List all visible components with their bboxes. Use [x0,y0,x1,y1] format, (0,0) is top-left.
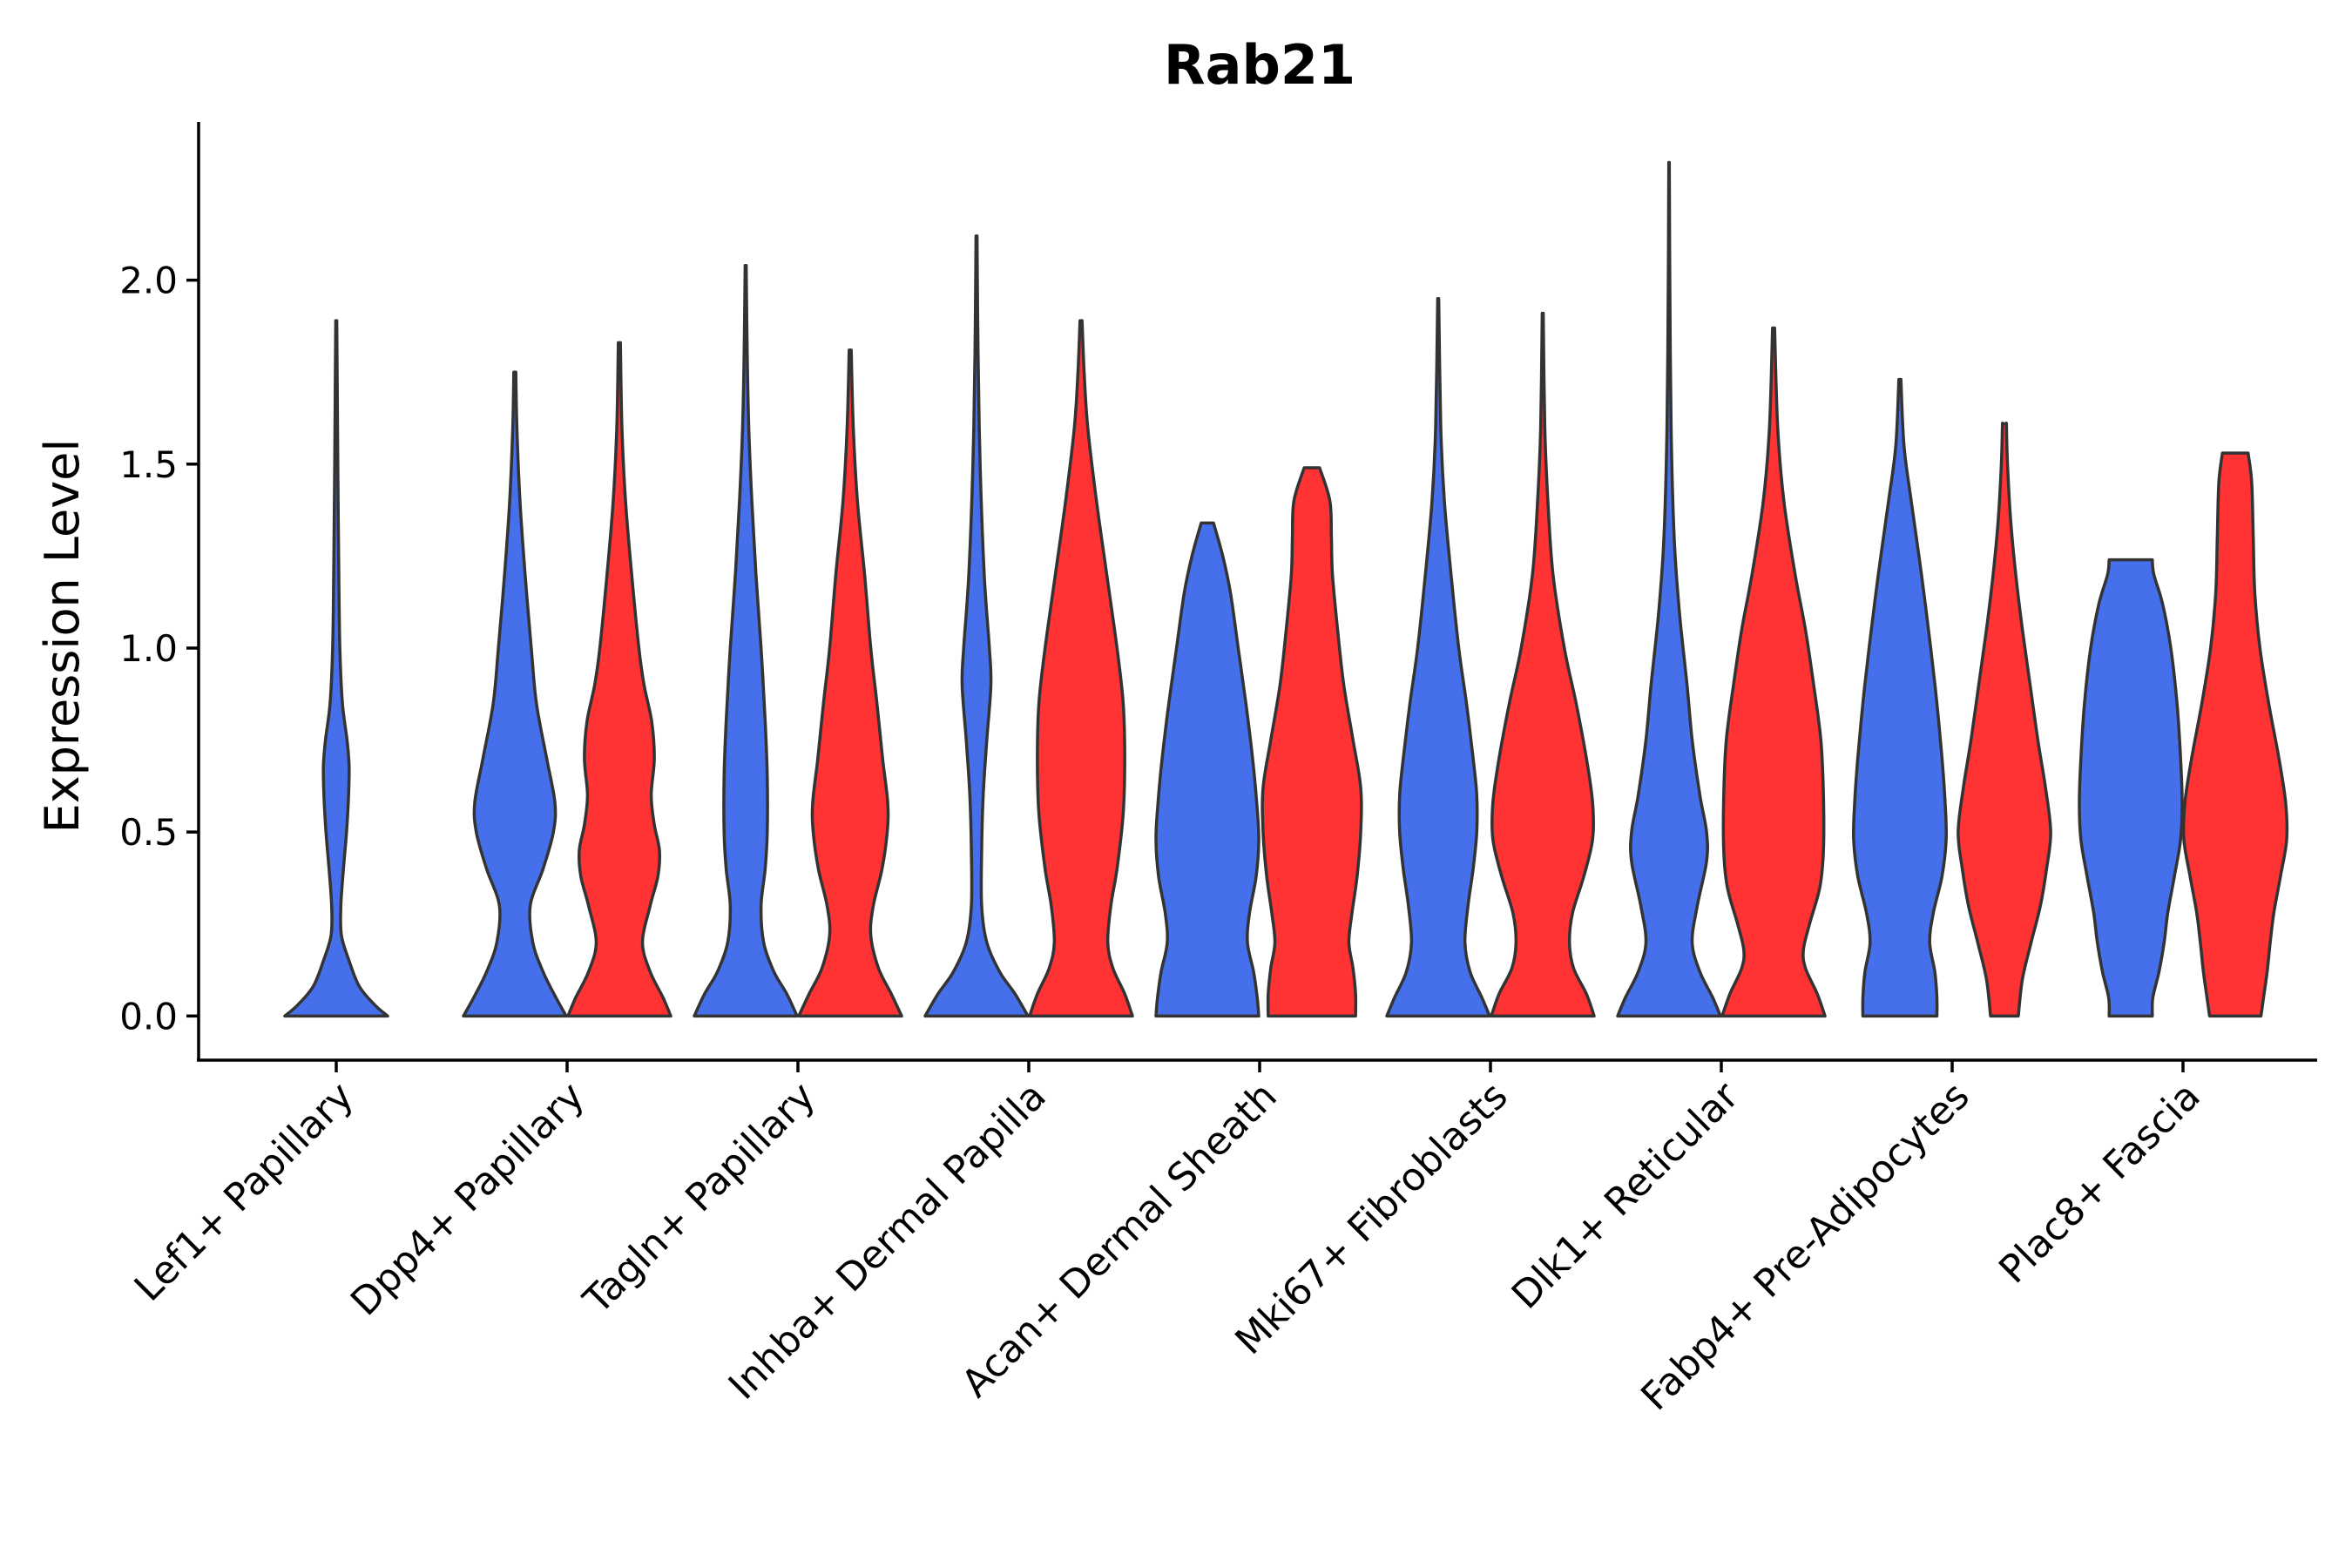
violin-group1 [1154,521,1260,1018]
violin-group2 [566,341,672,1018]
x-tick-label: Plac8+ Fascia [1990,1074,2209,1293]
violin-group2 [1028,319,1134,1018]
y-tick-label: 1.5 [119,443,178,486]
violin-layer [283,160,2289,1018]
violin-group1 [1385,296,1491,1018]
violin-group2 [797,348,903,1018]
y-tick-label: 1.0 [119,627,178,670]
x-tick-label: Lef1+ Papillary [126,1074,362,1310]
violin-group2 [1720,326,1827,1018]
x-tick-label: Dlk1+ Reticular [1504,1073,1748,1318]
violin-group1 [1616,160,1722,1018]
violin-group1 [462,370,568,1018]
violin-group1 [693,263,799,1018]
x-tick-label: Dpp4+ Papillary [342,1074,593,1325]
violin-group2 [1490,311,1596,1018]
chart-title: Rab21 [1164,33,1355,97]
violin-group2 [1260,466,1363,1018]
violin-group2 [1957,422,2052,1018]
x-tick-label: Tagln+ Papillary [575,1074,824,1323]
violin-group1 [923,234,1030,1018]
violin-group1 [283,319,389,1018]
y-tick-label: 0.5 [119,811,178,854]
violin-group1 [2078,558,2184,1018]
violin-group2 [2181,451,2289,1018]
y-axis-label: Expression Level [35,439,90,834]
y-tick-label: 0.0 [119,995,178,1037]
violin-group1 [1851,377,1949,1018]
y-tick-label: 2.0 [119,260,178,302]
y-axis-ticks: 0.0 0.5 1.0 1.5 2.0 [119,260,199,1037]
